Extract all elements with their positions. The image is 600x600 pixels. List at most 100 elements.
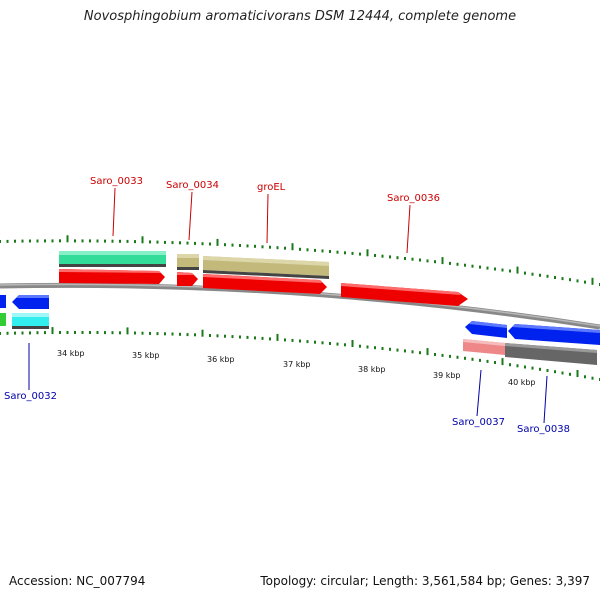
minor-tick — [449, 354, 451, 358]
gene-saro-0034-arrow[interactable] — [177, 272, 198, 286]
gene-label-saro-0034[interactable]: Saro_0034 — [166, 180, 219, 191]
gene-saro-0038-arrow[interactable] — [508, 324, 600, 345]
gene-left-partial-arrow[interactable] — [0, 295, 6, 308]
saro-0036-leader-line — [406, 204, 411, 254]
minor-tick — [201, 242, 204, 246]
gene-saro-0032-arrow[interactable] — [12, 295, 49, 309]
major-tick — [516, 266, 519, 274]
major-tick — [351, 340, 354, 347]
minor-tick — [209, 334, 211, 337]
gene-groel-arrow[interactable] — [203, 274, 327, 294]
gene-label-saro-0036[interactable]: Saro_0036 — [387, 193, 440, 204]
saro-0038-leader-line — [543, 375, 548, 424]
minor-tick — [486, 359, 489, 363]
minor-tick — [111, 239, 114, 243]
feature-saro-0032-annotation[interactable] — [12, 313, 49, 329]
minor-tick — [509, 363, 511, 367]
major-tick — [426, 348, 429, 356]
topology-text: Topology: circular; Length: 3,561,584 bp… — [260, 574, 590, 588]
minor-tick — [44, 331, 46, 335]
minor-tick — [501, 268, 504, 272]
feature-saro-0037-annotation[interactable] — [463, 339, 505, 355]
gene-label-saro-0032[interactable]: Saro_0032 — [4, 391, 57, 402]
minor-tick — [14, 331, 16, 335]
minor-tick — [389, 347, 391, 351]
feature-left-partial-annotation[interactable] — [0, 313, 6, 326]
major-tick — [201, 329, 204, 337]
minor-tick — [164, 240, 166, 244]
gene-saro-0037-arrow[interactable] — [465, 321, 507, 338]
gene-saro-0033-arrow[interactable] — [59, 269, 165, 284]
minor-tick — [261, 245, 264, 249]
minor-tick — [344, 343, 346, 347]
gene-saro-0036-arrow[interactable] — [341, 283, 468, 306]
minor-tick — [224, 334, 226, 338]
minor-tick — [471, 264, 474, 268]
minor-tick — [329, 342, 331, 345]
minor-tick — [531, 366, 534, 370]
minor-tick — [486, 266, 489, 270]
minor-tick — [404, 257, 406, 260]
minor-tick — [539, 273, 541, 277]
minor-tick — [419, 258, 421, 262]
minor-tick — [149, 240, 151, 244]
minor-tick — [434, 353, 436, 356]
minor-tick — [224, 243, 226, 247]
saro-0034-leader-line — [188, 191, 193, 241]
minor-tick — [524, 365, 526, 369]
minor-tick — [194, 333, 196, 337]
gene-label-saro-0037[interactable]: Saro_0037 — [452, 417, 505, 428]
minor-tick — [141, 331, 144, 335]
minor-tick — [119, 239, 121, 243]
minor-tick — [359, 344, 361, 348]
minor-tick — [441, 353, 444, 357]
minor-tick — [269, 245, 271, 249]
minor-tick — [186, 241, 189, 245]
minor-tick — [44, 239, 46, 243]
minor-tick — [104, 331, 106, 335]
minor-tick — [231, 335, 234, 339]
minor-tick — [584, 375, 586, 379]
major-tick — [126, 327, 129, 335]
gene-label-saro-0038[interactable]: Saro_0038 — [517, 424, 570, 435]
major-tick — [276, 333, 279, 341]
gene-label-saro-0033[interactable]: Saro_0033 — [90, 176, 143, 187]
minor-tick — [561, 371, 564, 375]
minor-tick — [314, 248, 316, 252]
minor-tick — [366, 345, 369, 349]
groel-leader-line — [266, 193, 269, 244]
minor-tick — [464, 356, 466, 360]
minor-tick — [89, 331, 91, 334]
minor-tick — [119, 331, 121, 335]
minor-tick — [479, 358, 481, 362]
minor-tick — [111, 331, 114, 335]
minor-tick — [321, 249, 324, 253]
minor-tick — [389, 255, 391, 259]
minor-tick — [96, 331, 99, 334]
minor-tick — [411, 350, 414, 354]
major-tick — [66, 235, 69, 243]
minor-tick — [374, 254, 376, 257]
minor-tick — [531, 272, 534, 276]
minor-tick — [509, 269, 511, 273]
feature-groel-annotation[interactable] — [203, 256, 329, 279]
minor-tick — [254, 244, 256, 248]
major-tick — [576, 370, 579, 377]
minor-tick — [284, 338, 286, 342]
minor-tick — [21, 331, 24, 335]
minor-tick — [351, 251, 354, 255]
minor-tick — [344, 251, 346, 255]
feature-saro-0034-annotation[interactable] — [177, 254, 199, 270]
scale-label-35kbp: 35 kbp — [132, 351, 160, 360]
minor-tick — [164, 332, 166, 336]
minor-tick — [36, 239, 39, 243]
minor-tick — [149, 331, 151, 335]
minor-tick — [81, 331, 84, 334]
major-tick — [366, 249, 369, 257]
feature-saro-0033-annotation[interactable] — [59, 251, 166, 267]
minor-tick — [396, 256, 399, 260]
minor-tick — [126, 239, 129, 243]
minor-tick — [546, 369, 549, 372]
feature-saro-0038-annotation[interactable] — [505, 343, 597, 365]
gene-label-groel[interactable]: groEL — [257, 182, 286, 193]
